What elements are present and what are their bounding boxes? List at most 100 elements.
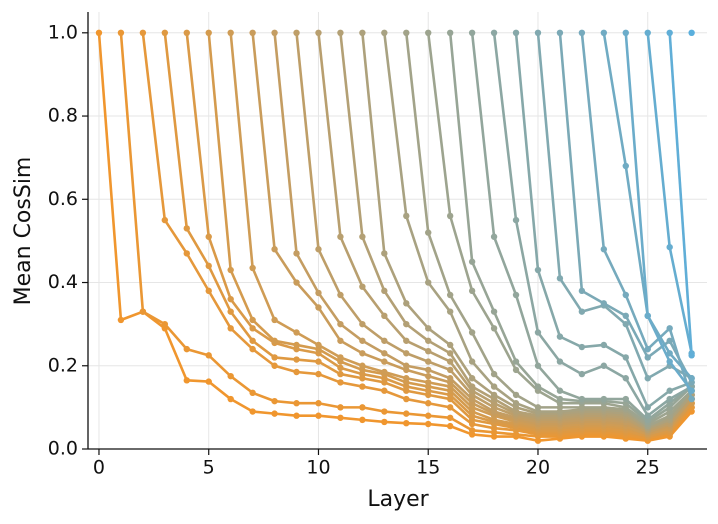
data-point xyxy=(644,312,651,320)
data-point xyxy=(446,291,454,299)
data-point xyxy=(490,325,498,332)
data-point xyxy=(403,29,410,37)
data-point xyxy=(293,341,300,349)
data-point xyxy=(337,414,344,421)
data-point xyxy=(227,325,234,332)
data-point xyxy=(622,162,629,170)
series xyxy=(446,29,695,426)
series-line xyxy=(536,32,693,380)
data-point xyxy=(271,354,278,361)
data-point xyxy=(183,250,190,257)
data-point xyxy=(315,412,322,419)
data-point xyxy=(293,356,300,363)
data-point xyxy=(403,410,410,417)
data-point xyxy=(600,29,608,37)
data-point xyxy=(359,337,366,344)
data-point xyxy=(403,212,410,220)
data-point xyxy=(666,337,673,344)
data-point xyxy=(468,329,476,336)
series-line xyxy=(361,32,693,430)
data-point xyxy=(425,379,432,386)
data-point xyxy=(403,375,410,382)
data-point xyxy=(293,412,300,419)
data-point xyxy=(446,29,454,37)
data-point xyxy=(249,264,256,272)
data-point xyxy=(622,312,629,320)
data-point xyxy=(249,316,256,324)
data-point xyxy=(556,29,564,37)
data-point xyxy=(666,395,673,403)
data-point xyxy=(139,308,147,315)
data-point xyxy=(381,368,388,376)
data-point xyxy=(425,420,432,428)
data-point xyxy=(644,345,651,353)
data-point xyxy=(271,316,278,324)
data-point xyxy=(381,387,388,394)
data-point xyxy=(227,308,234,315)
data-point xyxy=(666,350,673,357)
data-point xyxy=(315,304,322,311)
data-point xyxy=(446,366,454,374)
data-point xyxy=(578,370,586,378)
data-point xyxy=(688,375,695,382)
data-point xyxy=(293,279,300,286)
series-line xyxy=(404,32,693,428)
series xyxy=(578,29,695,403)
data-point xyxy=(381,358,388,365)
data-point xyxy=(227,395,234,403)
data-point xyxy=(446,375,454,382)
data-point xyxy=(578,29,586,37)
data-point xyxy=(249,337,256,344)
data-point xyxy=(381,312,388,320)
data-point xyxy=(468,358,476,365)
data-point xyxy=(666,387,673,394)
data-point xyxy=(381,287,388,295)
data-point xyxy=(556,395,564,403)
series-line xyxy=(624,32,693,392)
data-point xyxy=(512,216,520,224)
data-point xyxy=(249,345,256,353)
data-point xyxy=(622,395,629,403)
data-point xyxy=(249,389,256,397)
data-point xyxy=(403,395,410,403)
data-point xyxy=(359,320,366,328)
data-point xyxy=(183,377,190,384)
series xyxy=(556,29,695,386)
data-point xyxy=(337,370,344,378)
data-point xyxy=(337,291,344,299)
data-point xyxy=(315,29,322,37)
series-line xyxy=(580,32,693,400)
data-point xyxy=(315,289,322,297)
data-point xyxy=(337,379,344,386)
data-point xyxy=(293,368,300,376)
data-point xyxy=(446,404,454,411)
data-point xyxy=(381,250,388,257)
x-tick-label: 25 xyxy=(636,457,660,479)
data-point xyxy=(644,404,651,411)
series-line xyxy=(229,32,693,436)
y-tick-label: 0.6 xyxy=(48,188,78,210)
data-point xyxy=(534,329,542,336)
data-point xyxy=(468,258,476,265)
data-point xyxy=(381,337,388,344)
data-point xyxy=(446,341,454,349)
data-point xyxy=(622,354,629,361)
data-point xyxy=(644,354,651,361)
x-axis-label: Layer xyxy=(367,487,429,512)
series-line xyxy=(470,32,693,422)
data-point xyxy=(337,233,344,240)
data-point xyxy=(315,358,322,365)
data-point xyxy=(468,427,476,434)
series-line xyxy=(448,32,693,424)
data-point xyxy=(425,325,432,332)
data-point xyxy=(425,372,432,380)
data-point xyxy=(183,225,190,232)
data-point xyxy=(359,362,366,369)
series-line xyxy=(492,32,693,418)
data-point xyxy=(446,212,454,220)
data-point xyxy=(512,291,520,299)
data-point xyxy=(425,366,432,374)
y-tick-label: 0.0 xyxy=(48,438,78,460)
data-point xyxy=(227,29,234,37)
data-point xyxy=(512,358,520,365)
